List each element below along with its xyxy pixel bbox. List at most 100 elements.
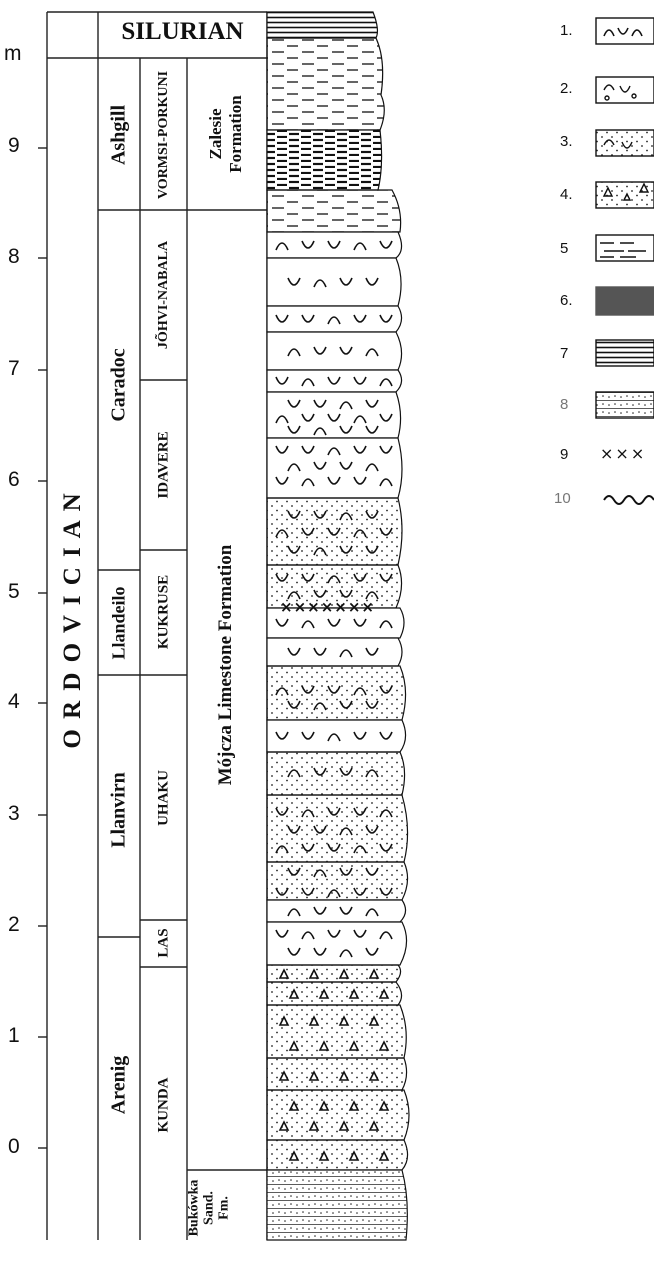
- fossil-arc: [379, 445, 393, 454]
- fossil-arc: [353, 807, 367, 816]
- fossil-arc: [339, 346, 353, 355]
- stage-vormsi-porkuni: VORMSI-PORKUNI: [156, 70, 171, 200]
- fossil-arc: [379, 240, 393, 249]
- fossil-arc: [339, 512, 353, 521]
- fossil-arc: [379, 931, 393, 940]
- fossil-arc: [313, 399, 327, 408]
- fossil-arc: [313, 767, 327, 776]
- legend-number-3: 3.: [560, 133, 573, 150]
- fossil-arc: [313, 647, 327, 656]
- stage-idavere: IDAVERE: [155, 431, 172, 499]
- silurian-label: SILURIAN: [121, 18, 244, 45]
- stage-kukruse: KUKRUSE: [155, 574, 172, 650]
- fossil-arc: [275, 929, 289, 938]
- breccia-clast: [278, 1070, 290, 1081]
- fossil-arc: [379, 685, 393, 694]
- fossil-arc: [301, 527, 315, 536]
- breccia-clast: [348, 1100, 360, 1111]
- fossil-arc: [339, 401, 353, 410]
- bed-limestone-11: [266, 637, 403, 667]
- fossil-arc: [275, 845, 289, 854]
- fossil-arc: [275, 376, 289, 385]
- legend-number-10: 10: [554, 490, 571, 507]
- fossil-arc: [379, 314, 393, 323]
- fossil-arc: [379, 887, 393, 896]
- fossil-arc: [353, 573, 367, 582]
- scale-tick-0: 0: [8, 1135, 20, 1158]
- fossil-arc: [275, 314, 289, 323]
- fossil-arc: [275, 807, 289, 816]
- fossil-arc: [365, 908, 379, 917]
- fossil-arc: [275, 887, 289, 896]
- breccia-clast: [278, 1120, 290, 1131]
- scale-tick-6: 6: [8, 468, 20, 491]
- fossil-arc: [353, 242, 367, 251]
- fossil-arc: [353, 887, 367, 896]
- fossil-arc: [327, 889, 341, 898]
- bed-limestone-10: [266, 607, 405, 639]
- breccia-clast: [338, 1120, 350, 1131]
- fossil-arc: [339, 949, 353, 958]
- fossil-arc: [365, 867, 379, 876]
- scale-tick-3: 3: [8, 802, 20, 825]
- bed-limestone-2: [266, 257, 402, 307]
- fossil-arc: [339, 589, 353, 598]
- fossil-arc: [379, 527, 393, 536]
- breccia-clast: [318, 1150, 330, 1161]
- fossil-arc: [339, 425, 353, 434]
- fossil-arc: [353, 376, 367, 385]
- legend-number-2: 2.: [560, 80, 573, 97]
- fossil-arc: [353, 618, 367, 627]
- fossil-arc: [327, 240, 341, 249]
- fossil-arc: [379, 413, 393, 422]
- fossil-arc: [365, 399, 379, 408]
- fossil-arc: [365, 510, 379, 519]
- fossil-arc: [301, 445, 315, 454]
- fossil-arc: [313, 427, 327, 436]
- breccia-clast: [278, 968, 290, 979]
- fossil-arc: [379, 620, 393, 629]
- fossil-arc: [313, 461, 327, 470]
- legend-number-5: 5: [560, 240, 569, 257]
- fossil-arc: [327, 476, 341, 485]
- system-ordovician: O R D O V I C I A N: [59, 491, 86, 749]
- fossil-arc: [313, 702, 327, 711]
- fossil-arc: [365, 463, 379, 472]
- fossil-arc: [365, 769, 379, 778]
- scale-tick-9: 9: [8, 134, 20, 157]
- bed-brecciated-5: [266, 1089, 410, 1141]
- fossil-arc: [339, 906, 353, 915]
- fossil-arc: [339, 461, 353, 470]
- fossil-arc: [287, 825, 301, 834]
- fossil-arc: [313, 547, 327, 556]
- fossil-arc: [301, 378, 315, 387]
- lithologic-column: ×××××××: [266, 11, 410, 1241]
- fossil-arc: [327, 527, 341, 536]
- breccia-clast: [288, 1100, 300, 1111]
- fossil-arc: [379, 809, 393, 818]
- fossil-arc: [275, 415, 289, 424]
- breccia-clast: [368, 1015, 380, 1026]
- breccia-clast: [288, 1040, 300, 1051]
- fossil-arc: [301, 843, 315, 852]
- bed-shale-laminated: [266, 11, 379, 39]
- formation-bukowka: Bukówka Sand. Fm.: [186, 1179, 232, 1237]
- formation-zalesie: Zalesie Formation: [206, 95, 245, 173]
- series-arenig: Arenig: [107, 1055, 130, 1115]
- fossil-arc: [275, 476, 289, 485]
- fossil-arc: [327, 685, 341, 694]
- scale-tick-8: 8: [8, 245, 20, 268]
- fossil-arc: [313, 510, 327, 519]
- legend-number-1: 1.: [560, 22, 573, 39]
- breccia-clast: [278, 1015, 290, 1026]
- fossil-arc: [365, 591, 379, 600]
- series-llanvirn: Llanvirn: [107, 772, 130, 848]
- fossil-arc: [353, 314, 367, 323]
- fossil-arc: [353, 731, 367, 740]
- fossil-arc: [287, 700, 301, 709]
- bed-limestone-17: [266, 899, 407, 923]
- scale-tick-4: 4: [8, 690, 20, 713]
- fossil-arc: [313, 906, 327, 915]
- bed-sandstone: [266, 1169, 408, 1241]
- fossil-arc: [327, 843, 341, 852]
